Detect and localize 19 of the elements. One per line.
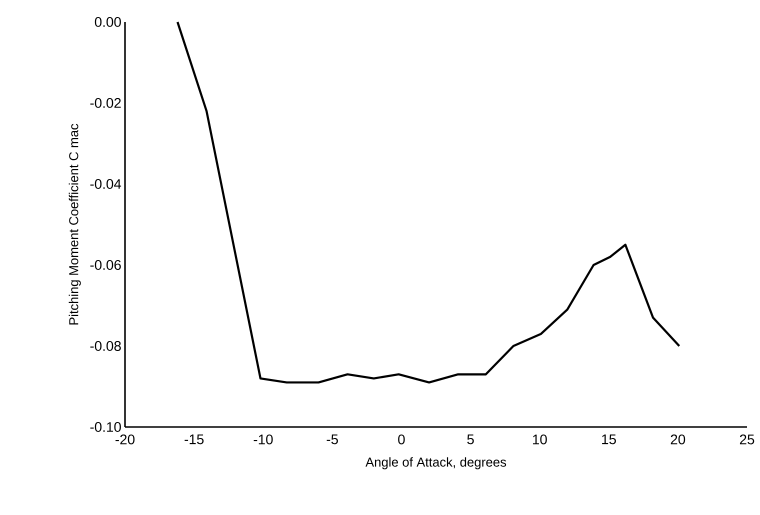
y-tick-label: -0.02: [90, 98, 121, 108]
y-tick-label: -0.04: [90, 179, 122, 189]
x-axis-title: Angle of Attack, degrees: [365, 457, 506, 470]
x-tick-label: -20: [116, 434, 135, 444]
x-tick-label: -10: [254, 434, 273, 444]
y-tick-label: -0.06: [90, 260, 121, 270]
x-tick-label: -15: [184, 434, 204, 444]
x-tick-label: 25: [740, 434, 754, 444]
y-tick-label: 0.00: [94, 17, 121, 27]
x-tick-label: 20: [670, 434, 686, 444]
x-tick-label: 0: [398, 434, 405, 444]
y-axis-title: Pitching Moment Coefficient C mac: [68, 124, 81, 324]
x-tick-label: 10: [532, 434, 547, 444]
x-tick-label: -5: [326, 434, 338, 444]
y-tick-label: -0.08: [90, 341, 121, 351]
x-tick-label: 15: [602, 434, 616, 444]
y-tick-label: -0.10: [90, 422, 121, 432]
line-series: [176, 20, 680, 384]
x-tick-label: 5: [467, 434, 474, 444]
